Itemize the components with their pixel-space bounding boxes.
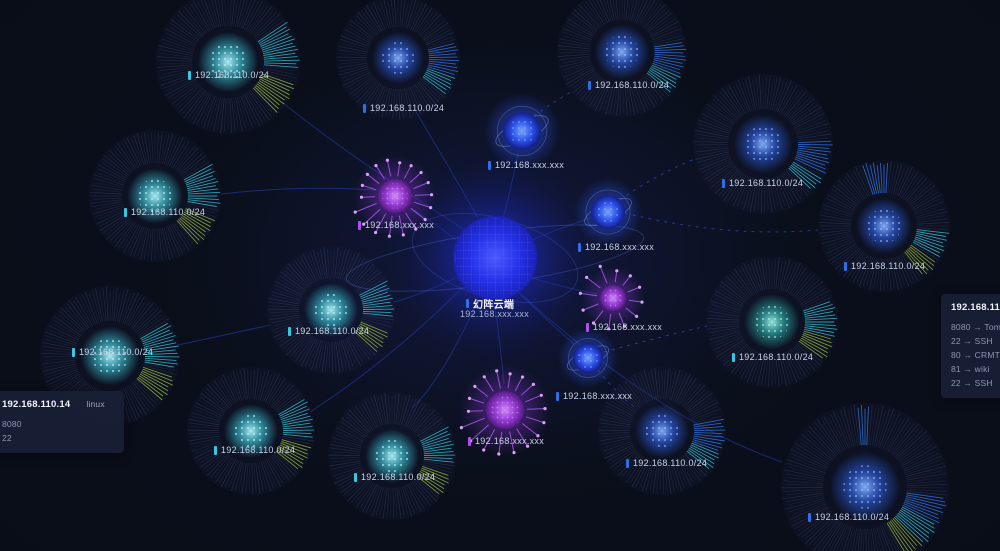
service-item: 8080 → Tomcat (951, 322, 1000, 332)
subnet-node[interactable] (156, 0, 300, 134)
edge (603, 325, 708, 353)
subnet-node[interactable] (818, 160, 950, 292)
edge (533, 91, 572, 117)
tooltip-header: 192.168.110.14 linux (2, 399, 114, 410)
subnet-node[interactable] (557, 0, 687, 117)
host-node-purple[interactable] (459, 364, 551, 456)
service-item: 22 → SSH (951, 336, 993, 346)
cloud-center-node[interactable] (343, 143, 647, 373)
service-list: 8080 → Tomcat 22 → SSH 80 → CRMTEST 81 → wi… (951, 320, 1000, 390)
tooltip-ip: 192.168.110.14 (951, 302, 1000, 313)
host-tooltip-right: 192.168.110.14 8080 → Tomcat 22 → SSH 80 →… (941, 294, 1000, 398)
host-node-purple[interactable] (353, 155, 436, 238)
host-node-blue[interactable] (558, 328, 618, 388)
subnet-node[interactable] (267, 246, 395, 374)
port-item: 22 (2, 433, 12, 443)
port-list: 8080 22 (2, 417, 114, 445)
host-node-blue[interactable] (574, 178, 642, 246)
port-item: 8080 (2, 419, 22, 429)
subnet-node[interactable] (598, 367, 726, 495)
tooltip-ip: 192.168.110.14 (2, 399, 71, 410)
subnet-node[interactable] (781, 403, 949, 551)
service-item: 80 → CRMTEST (951, 350, 1000, 360)
subnet-node[interactable] (706, 256, 838, 388)
subnet-node[interactable] (336, 0, 460, 120)
edge (177, 324, 271, 346)
host-tooltip-left: 192.168.110.14 linux 8080 22 (0, 391, 124, 453)
subnet-node[interactable] (187, 367, 315, 495)
edge (624, 212, 819, 233)
service-item: 22 → SSH (951, 378, 993, 388)
service-item: 81 → wiki (951, 364, 990, 374)
edge (220, 187, 376, 195)
tooltip-header: 192.168.110.14 (951, 302, 1000, 313)
subnet-node[interactable] (89, 130, 221, 262)
edge (597, 369, 637, 409)
host-node-blue[interactable] (484, 93, 560, 169)
subnet-node[interactable] (693, 74, 833, 214)
subnet-node[interactable] (328, 392, 456, 520)
host-node-purple[interactable] (578, 264, 645, 331)
tooltip-os: linux (86, 399, 105, 409)
